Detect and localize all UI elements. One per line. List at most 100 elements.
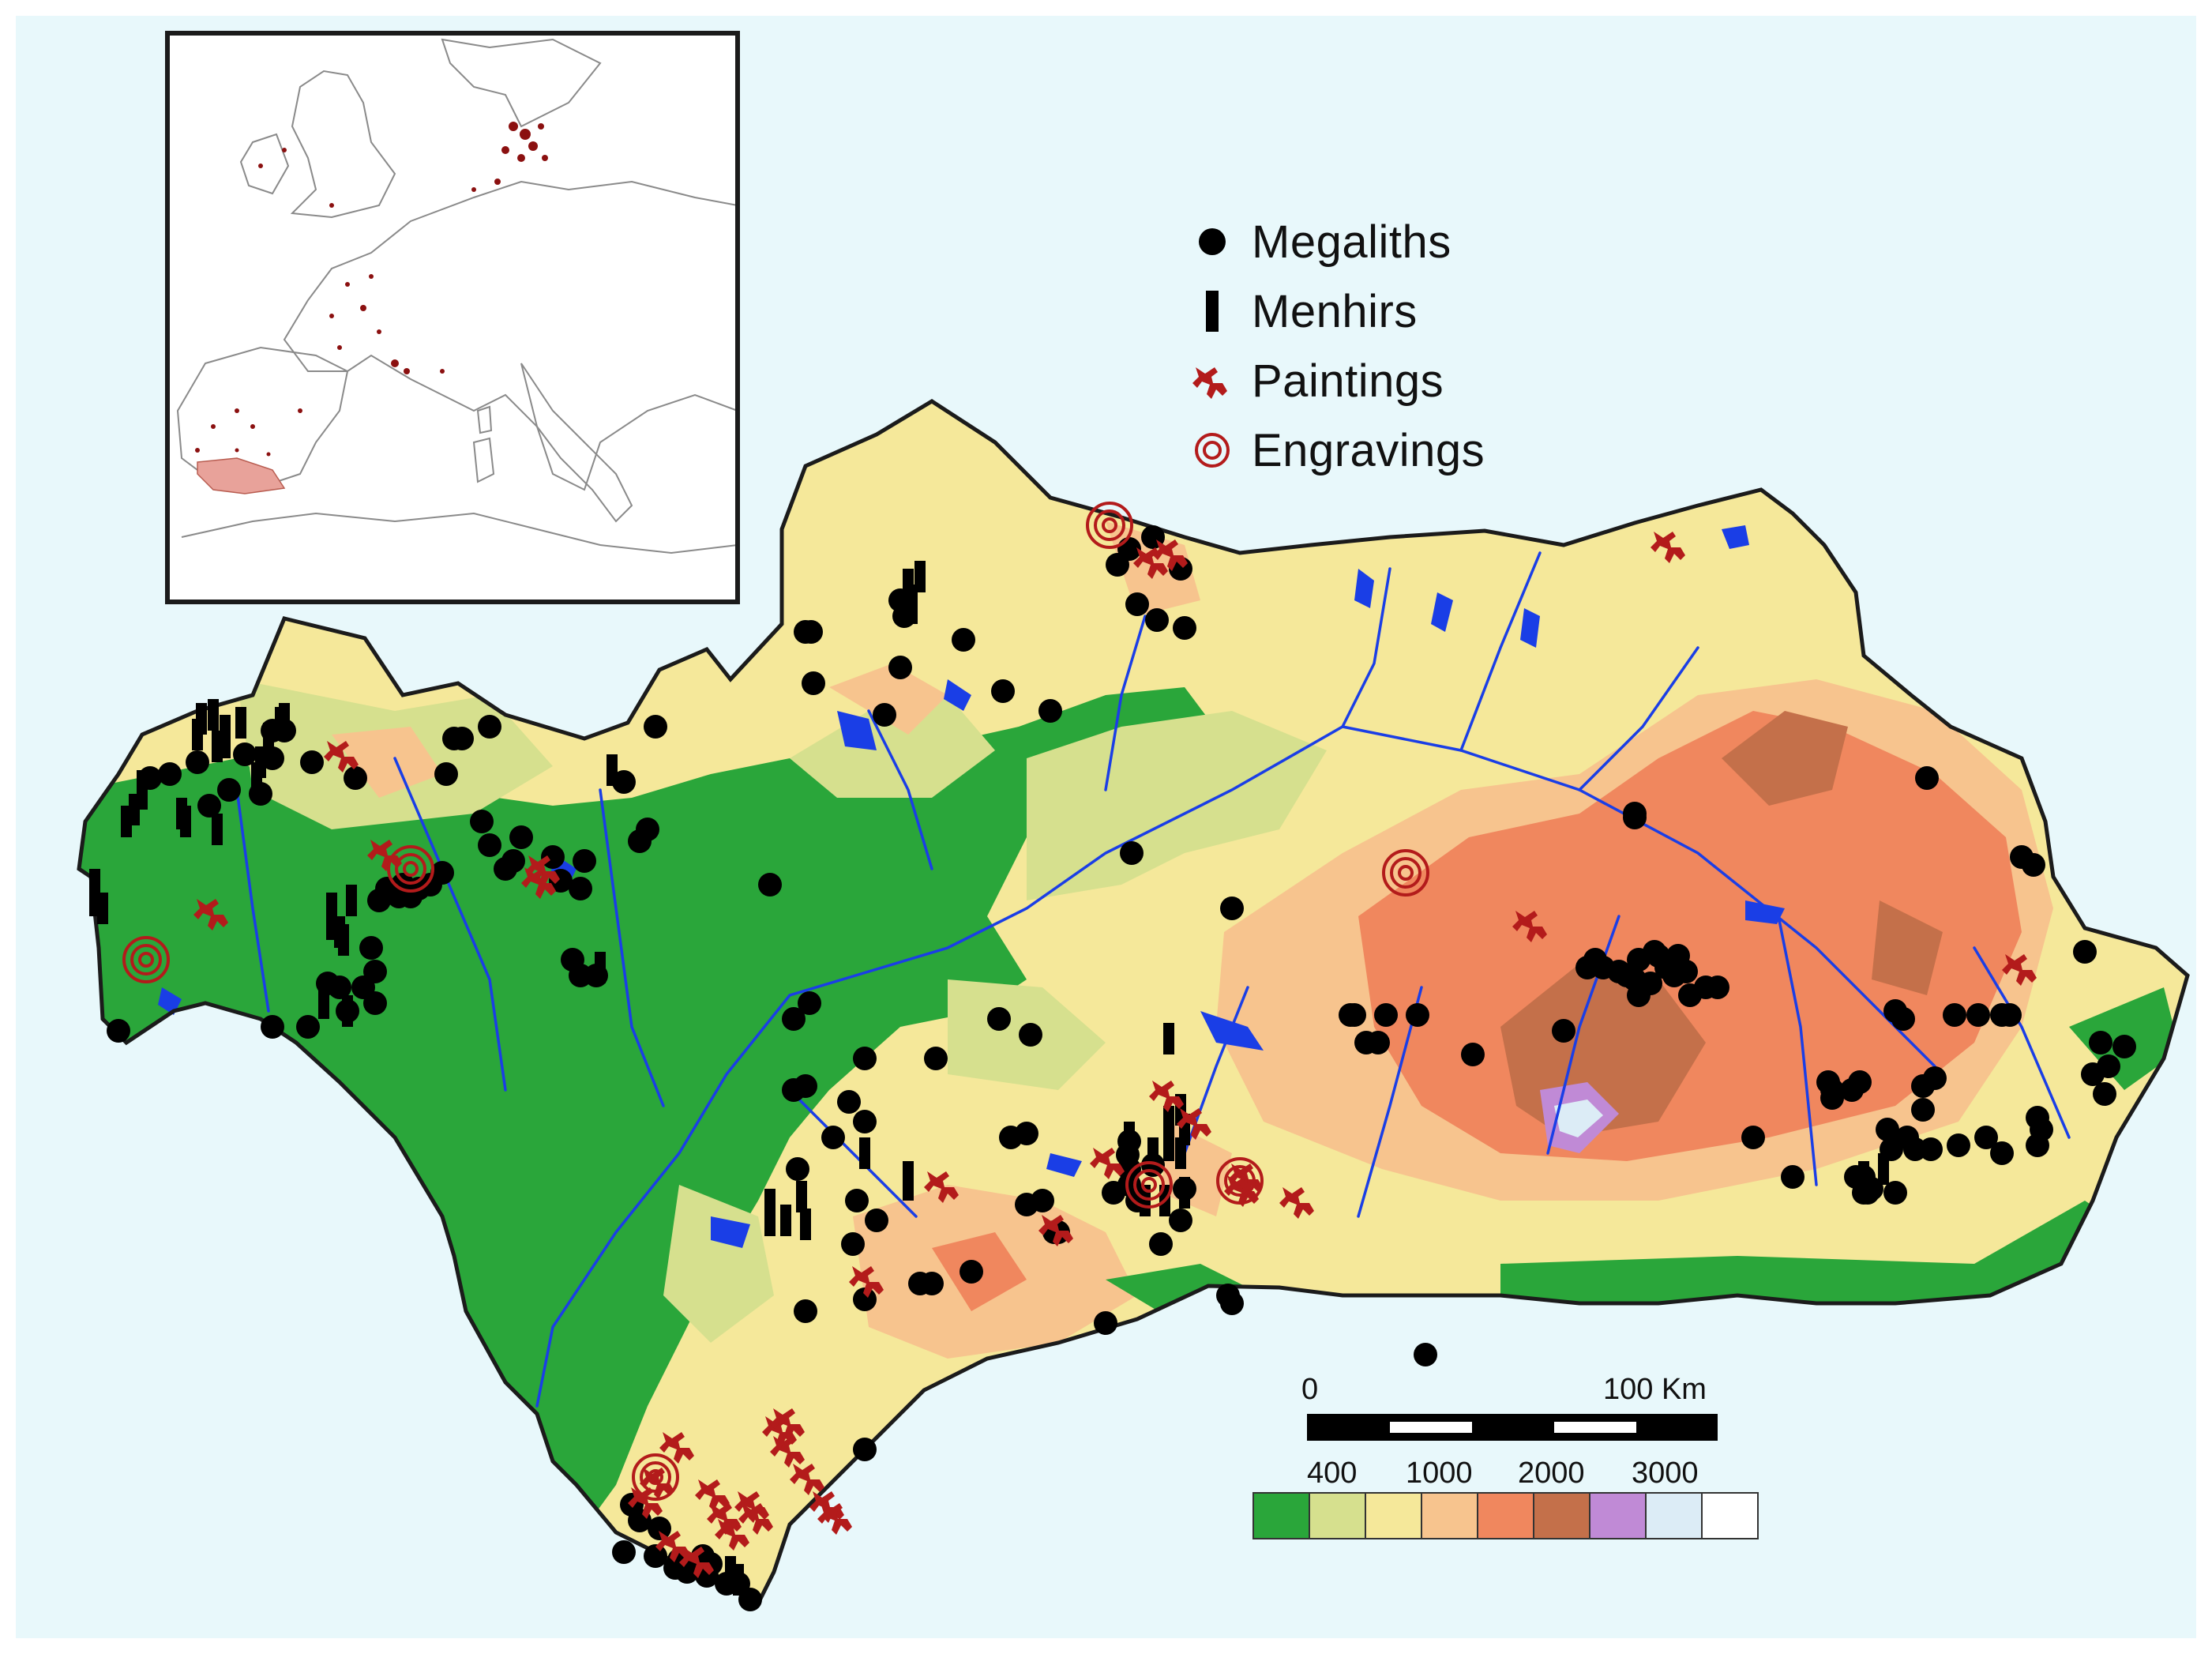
megalith-marker	[888, 656, 912, 679]
scale-end-label: 100 Km	[1603, 1373, 1707, 1406]
megalith-marker	[1990, 1141, 2014, 1165]
megalith-marker	[1414, 1343, 1437, 1366]
painting-marker	[734, 1491, 769, 1523]
elevation-legend	[1252, 1492, 1759, 1539]
megalith-marker	[1647, 944, 1670, 968]
menhir-marker	[275, 707, 286, 739]
megalith-marker	[2022, 853, 2045, 877]
megalith-marker	[186, 750, 209, 774]
megalith-marker	[1094, 1311, 1117, 1335]
legend-label: Menhirs	[1252, 285, 1418, 337]
inset-coastline-continent	[283, 180, 738, 491]
engraving-marker	[1086, 502, 1133, 549]
megalith-marker	[1911, 1098, 1935, 1122]
menhir-marker	[1163, 1023, 1174, 1054]
megalith-marker	[1216, 1284, 1240, 1307]
elevation-label-1000: 1000	[1406, 1457, 1473, 1490]
megalith-marker	[1915, 766, 1939, 790]
megalith-marker	[798, 991, 821, 1015]
painting-marker	[1149, 1081, 1184, 1112]
reservoirs	[158, 525, 1785, 1248]
megalith-marker	[1627, 983, 1651, 1007]
legend-item-engravings: Engravings	[1189, 415, 1599, 485]
megalith-marker	[853, 1287, 877, 1311]
menhir-marker	[1175, 1137, 1186, 1169]
megalith-marker	[1552, 1019, 1575, 1043]
megalith-marker	[675, 1560, 699, 1584]
megalith-marker	[494, 857, 517, 881]
menhir-marker	[346, 885, 357, 916]
megalith-marker	[1966, 1003, 1990, 1027]
elevation-swatch	[1252, 1492, 1310, 1539]
engraving-icon	[1189, 427, 1236, 474]
inset-coastline-corsica	[476, 405, 493, 434]
elevation-swatch	[1477, 1492, 1534, 1539]
megalith-marker	[2112, 1035, 2136, 1058]
megalith-marker	[478, 715, 501, 739]
painting-marker	[659, 1432, 694, 1464]
megalith-marker	[217, 778, 241, 802]
megalith-marker	[841, 1232, 865, 1256]
elevation-swatch	[1589, 1492, 1647, 1539]
megalith-marker	[1674, 960, 1698, 983]
elevation-swatch	[1645, 1492, 1703, 1539]
megalith-marker	[991, 679, 1015, 703]
megalith-marker	[158, 762, 182, 786]
megalith-marker	[644, 715, 667, 739]
menhir-marker	[796, 1181, 807, 1212]
megalith-marker	[1106, 553, 1129, 577]
megalith-marker	[1461, 1043, 1485, 1066]
elevation-swatch	[1701, 1492, 1759, 1539]
megalith-marker	[1339, 1003, 1362, 1027]
inset-coastline-africa	[181, 512, 738, 554]
scale-bar	[1307, 1414, 1718, 1441]
menhir-marker	[1858, 1161, 1869, 1193]
menhir-marker	[1179, 1177, 1190, 1209]
megalith-marker	[1974, 1126, 1998, 1149]
painting-marker	[324, 741, 359, 772]
megalith-marker	[960, 1260, 983, 1284]
menhir-marker	[235, 707, 246, 739]
inset-coastline-ireland	[239, 133, 290, 195]
menhir-marker	[1878, 1153, 1889, 1185]
megalith-marker	[1876, 1118, 1899, 1141]
megalith-marker	[1015, 1122, 1038, 1145]
menhir-marker	[800, 1209, 811, 1240]
megalith-marker	[1019, 1023, 1042, 1047]
engraving-marker	[1125, 1161, 1173, 1209]
megalith-marker	[1220, 897, 1244, 920]
menhir-marker	[1140, 1185, 1151, 1216]
megalith-marker	[1848, 1070, 1872, 1094]
menhir-marker	[914, 561, 926, 592]
megalith-marker	[2073, 940, 2097, 964]
megalith-marker	[1706, 975, 1729, 999]
megalith-marker	[1374, 1003, 1398, 1027]
menhir-marker	[137, 770, 148, 802]
megalith-marker	[470, 810, 494, 833]
megalith-marker	[2089, 1031, 2112, 1054]
inset-coastline-britain	[290, 70, 396, 219]
megalith-marker	[1943, 1003, 1966, 1027]
menhir-marker	[595, 952, 606, 983]
menhir-marker	[192, 719, 203, 750]
legend-label: Megaliths	[1252, 216, 1452, 268]
painting-marker	[655, 1531, 690, 1562]
elevation-label-2000: 2000	[1518, 1457, 1585, 1490]
megalith-marker	[1781, 1165, 1805, 1189]
menhir-icon	[1189, 288, 1236, 335]
megalith-marker	[1120, 841, 1144, 865]
painting-marker	[628, 1487, 663, 1519]
megalith-marker	[1145, 608, 1169, 632]
menhir-marker	[1124, 1153, 1135, 1185]
megalith-marker	[782, 1078, 806, 1102]
menhir-marker	[1147, 1137, 1159, 1169]
megalith-marker	[1919, 1137, 1943, 1161]
megalith-marker	[300, 750, 324, 774]
painting-marker	[790, 1464, 824, 1495]
legend-item-paintings: Paintings	[1189, 346, 1599, 415]
megalith-marker	[363, 991, 387, 1015]
megalith-marker	[738, 1588, 762, 1611]
megalith-marker	[612, 770, 636, 794]
inset-coastline-scandinavia	[441, 38, 602, 128]
